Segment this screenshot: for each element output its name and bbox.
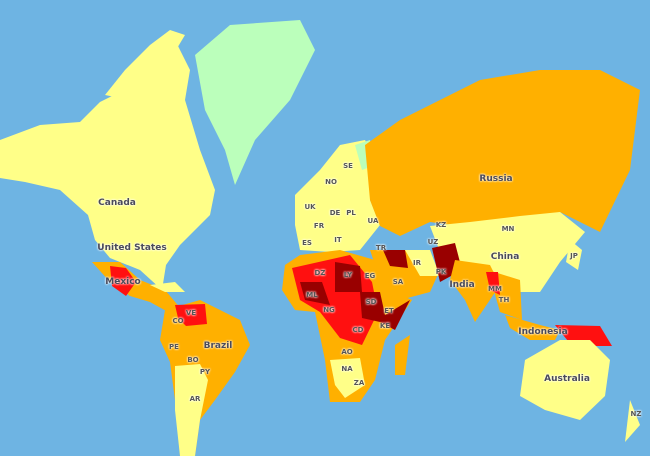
label-united-states: United States — [97, 243, 167, 253]
region-sudan-somalia[interactable] — [360, 292, 410, 330]
label-za: ZA — [353, 379, 365, 387]
label-canada: Canada — [98, 198, 136, 208]
region-caribbean[interactable] — [150, 282, 185, 292]
label-se: SE — [343, 162, 353, 170]
region-new-zealand[interactable] — [625, 400, 640, 442]
label-ve: VE — [185, 309, 197, 317]
label-pe: PE — [169, 343, 179, 351]
label-de: DE — [329, 209, 341, 217]
label-eg: EG — [364, 272, 376, 280]
region-greenland[interactable] — [195, 20, 315, 185]
label-kz: KZ — [435, 221, 447, 229]
label-mm: MM — [488, 285, 502, 293]
label-jp: JP — [570, 252, 578, 260]
region-europe[interactable] — [295, 140, 380, 252]
label-ar: AR — [189, 395, 201, 403]
label-nz: NZ — [630, 410, 642, 418]
label-th: TH — [498, 296, 510, 304]
region-southern-africa[interactable] — [330, 358, 365, 398]
label-na: NA — [341, 365, 353, 373]
label-australia: Australia — [544, 374, 590, 384]
label-tr: TR — [375, 244, 387, 252]
label-uk: UK — [304, 203, 316, 211]
label-bo: BO — [187, 356, 199, 364]
label-fr: FR — [313, 222, 325, 230]
label-ng: NG — [323, 306, 335, 314]
label-no: NO — [325, 178, 337, 186]
label-ml: ML — [306, 291, 318, 299]
label-py: PY — [199, 368, 211, 376]
label-sa: SA — [392, 278, 404, 286]
label-ir: IR — [413, 259, 421, 267]
label-it: IT — [334, 236, 342, 244]
label-ly: LY — [343, 271, 353, 279]
label-ua: UA — [367, 217, 379, 225]
label-mn: MN — [501, 225, 515, 233]
region-mexico-red[interactable] — [110, 266, 136, 296]
region-russia[interactable] — [365, 70, 640, 236]
label-uz: UZ — [427, 238, 439, 246]
region-iran[interactable] — [405, 250, 440, 276]
label-et: ET — [384, 307, 394, 315]
region-north-america[interactable] — [0, 40, 215, 290]
region-libya[interactable] — [335, 262, 362, 292]
label-brazil: Brazil — [203, 341, 233, 351]
label-russia: Russia — [479, 174, 513, 184]
label-es: ES — [302, 239, 312, 247]
region-indonesia[interactable] — [505, 315, 560, 340]
label-indonesia: Indonesia — [518, 327, 568, 337]
region-venezuela[interactable] — [175, 304, 207, 326]
region-madagascar[interactable] — [395, 335, 410, 375]
region-syria-iraq[interactable] — [383, 250, 408, 268]
region-arctic-islands[interactable] — [105, 30, 185, 100]
label-pl: PL — [346, 209, 356, 217]
label-dz: DZ — [314, 269, 326, 277]
region-southern-cone[interactable] — [175, 364, 208, 456]
label-co: CO — [172, 317, 184, 325]
region-china-east-asia[interactable] — [430, 212, 585, 292]
label-pk: PK — [435, 268, 447, 276]
region-mali[interactable] — [300, 282, 330, 305]
label-china: China — [490, 252, 520, 262]
region-australia[interactable] — [520, 340, 610, 420]
label-cd: CD — [352, 326, 364, 334]
label-india: India — [449, 280, 475, 290]
label-ke: KE — [379, 322, 391, 330]
region-myanmar[interactable] — [486, 272, 500, 295]
label-sd: SD — [365, 298, 377, 306]
region-japan[interactable] — [566, 240, 582, 270]
label-ao: AO — [341, 348, 353, 356]
label-mexico: Mexico — [105, 277, 141, 287]
